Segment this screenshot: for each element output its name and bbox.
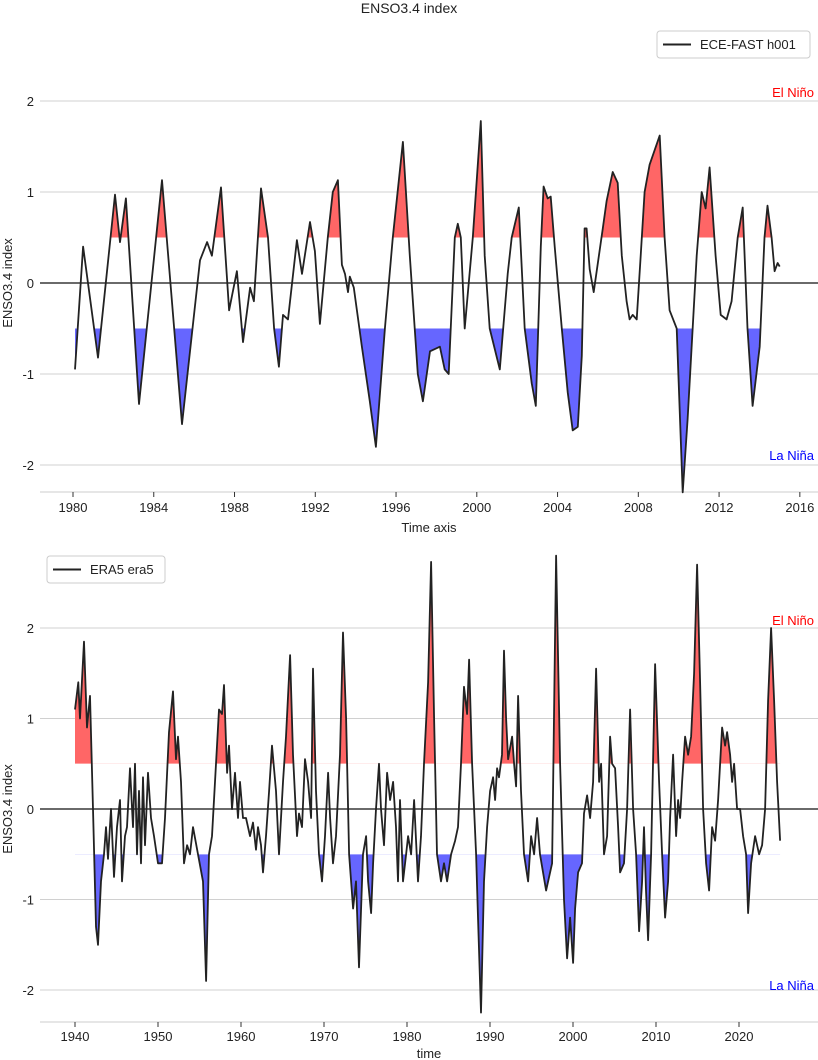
x-tick-label: 2010 bbox=[642, 1029, 671, 1044]
legend-label: ERA5 era5 bbox=[90, 562, 154, 577]
y-tick-label: 2 bbox=[27, 94, 34, 109]
y-tick-label: 1 bbox=[27, 712, 34, 727]
series-line-era5-era5 bbox=[74, 554, 781, 1014]
x-tick-label: 1940 bbox=[61, 1029, 90, 1044]
x-tick-label: 2008 bbox=[624, 500, 653, 515]
y-tick-label: -1 bbox=[22, 893, 34, 908]
legend-box bbox=[656, 30, 811, 59]
el-nino-fill bbox=[75, 555, 781, 764]
la-nina-label: La Niña bbox=[769, 448, 815, 463]
la-nina-label: La Niña bbox=[769, 978, 815, 993]
x-tick-label: 1984 bbox=[139, 500, 168, 515]
figure-title: ENSO3.4 index bbox=[361, 0, 458, 16]
y-axis-label: ENSO3.4 index bbox=[0, 764, 15, 854]
x-axis-label: time bbox=[417, 1046, 442, 1060]
x-tick-label: 2016 bbox=[785, 500, 814, 515]
y-tick-label: -2 bbox=[22, 983, 34, 998]
x-tick-label: 2000 bbox=[462, 500, 491, 515]
legend-box bbox=[46, 555, 166, 584]
y-tick-label: -1 bbox=[22, 367, 34, 382]
x-tick-label: 1992 bbox=[301, 500, 330, 515]
x-tick-label: 1970 bbox=[310, 1029, 339, 1044]
y-tick-label: 1 bbox=[27, 185, 34, 200]
x-tick-label: 2000 bbox=[559, 1029, 588, 1044]
x-tick-label: 1988 bbox=[220, 500, 249, 515]
x-tick-label: 2012 bbox=[705, 500, 734, 515]
x-tick-label: 1950 bbox=[144, 1029, 173, 1044]
y-tick-label: 0 bbox=[27, 802, 34, 817]
legend-label: ECE-FAST h001 bbox=[700, 37, 796, 52]
x-tick-label: 1980 bbox=[59, 500, 88, 515]
legend: ECE-FAST h001 bbox=[656, 30, 811, 59]
la-nina-fill bbox=[75, 328, 780, 493]
y-tick-label: 2 bbox=[27, 621, 34, 636]
series-line-ece-fast-h001 bbox=[74, 120, 781, 494]
x-tick-label: 1980 bbox=[393, 1029, 422, 1044]
panel-2: -2 -1 0 1 2 1940 1950 1960 1970 1980 1990 2000 2010 2… bbox=[0, 554, 818, 1060]
x-tick-label: 2004 bbox=[543, 500, 572, 515]
x-axis-label: Time axis bbox=[401, 520, 457, 535]
el-nino-label: El Niño bbox=[772, 613, 814, 628]
y-tick-label: 0 bbox=[27, 276, 34, 291]
el-nino-label: El Niño bbox=[772, 85, 814, 100]
y-tick-label: -2 bbox=[22, 458, 34, 473]
panel-1: -2 -1 0 1 2 1980 1984 1988 1992 1996 2000 2004 2008 2… bbox=[0, 30, 818, 535]
x-tick-label: 2020 bbox=[725, 1029, 754, 1044]
x-tick-label: 1996 bbox=[382, 500, 411, 515]
x-tick-label: 1990 bbox=[476, 1029, 505, 1044]
y-axis-label: ENSO3.4 index bbox=[0, 238, 15, 328]
x-tick-label: 1960 bbox=[227, 1029, 256, 1044]
el-nino-fill bbox=[75, 121, 780, 238]
legend: ERA5 era5 bbox=[46, 555, 166, 584]
